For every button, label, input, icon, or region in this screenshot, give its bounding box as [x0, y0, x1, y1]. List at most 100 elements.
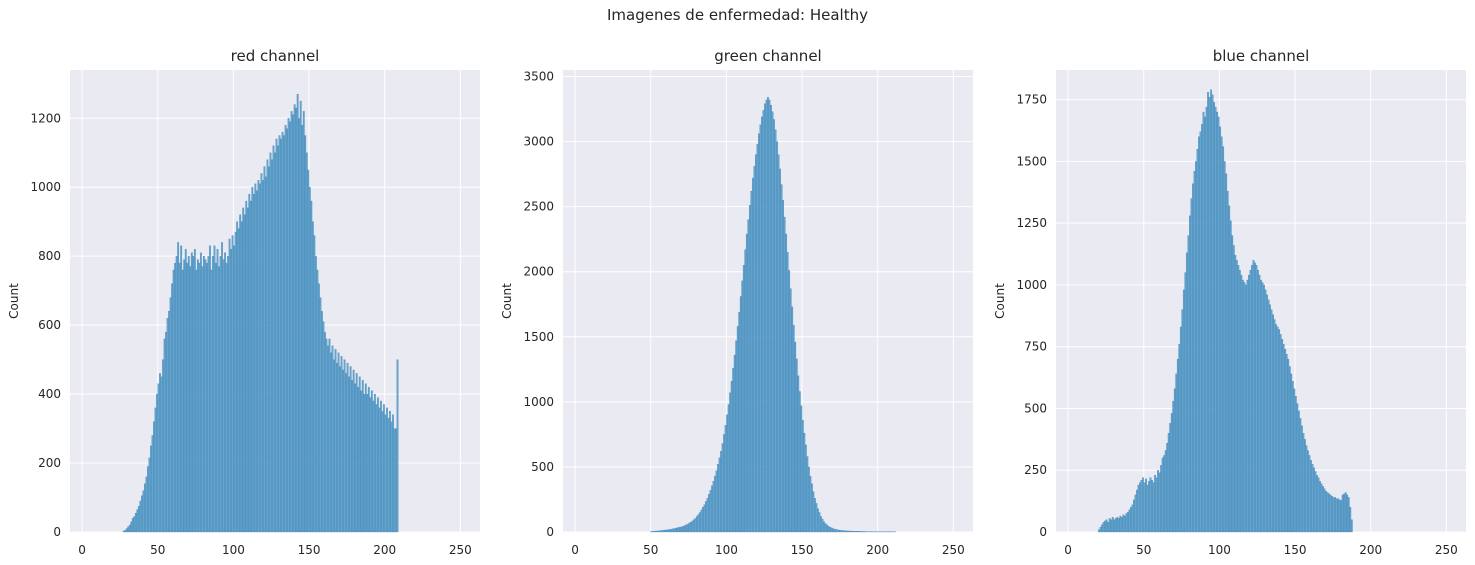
y-axis-label: Count — [500, 283, 514, 319]
histogram-bar — [1282, 344, 1285, 533]
histogram-bar — [679, 526, 682, 533]
histogram-bar — [1316, 475, 1318, 533]
histogram-bar — [847, 530, 850, 533]
histogram-bar — [308, 187, 311, 533]
histogram-bar — [260, 173, 263, 533]
histogram-bar — [848, 530, 851, 533]
histogram-bar — [346, 362, 349, 533]
histogram-bar — [1266, 294, 1268, 533]
histogram-bar — [671, 528, 674, 533]
histogram-bar — [835, 529, 837, 533]
histogram-bar — [806, 456, 809, 533]
histogram-bar — [381, 411, 384, 533]
histogram-bar — [1108, 518, 1111, 533]
x-tick-label: 250 — [942, 543, 965, 557]
histogram-bar — [721, 443, 724, 533]
histogram-bar — [1344, 492, 1347, 533]
histogram-bar — [304, 135, 307, 533]
histogram-bar — [1238, 269, 1241, 533]
histogram-bar — [745, 233, 748, 533]
histogram-bar — [198, 262, 201, 533]
histogram-bar — [142, 490, 145, 533]
histogram-bar — [655, 530, 657, 533]
histogram-bar — [771, 111, 774, 533]
histogram-bar — [1279, 334, 1282, 533]
histogram-bar — [711, 485, 713, 533]
histogram-bar — [1255, 265, 1258, 533]
y-tick-label: 0 — [53, 525, 61, 539]
histogram-bar — [263, 166, 266, 533]
histogram-bar — [131, 518, 134, 533]
histogram-bar — [1202, 111, 1205, 533]
histogram-bar — [352, 369, 355, 533]
histogram-bar — [160, 376, 163, 533]
y-tick-label: 1000 — [523, 395, 554, 409]
x-tick-label: 150 — [791, 543, 814, 557]
histogram-bar — [355, 373, 358, 533]
histogram-bar — [857, 531, 860, 533]
histogram-bar — [1158, 472, 1161, 533]
histogram-bar — [1343, 493, 1346, 533]
histogram-bar — [720, 451, 722, 533]
histogram-bar — [378, 407, 381, 533]
histogram-bar — [280, 138, 282, 533]
histogram-bar — [697, 514, 700, 533]
histogram-bar — [1232, 245, 1235, 533]
histogram-bar — [1347, 497, 1350, 533]
histogram-bar — [133, 516, 136, 533]
histogram-bar — [700, 509, 703, 533]
histogram-bar — [774, 129, 777, 533]
histogram-bar — [1290, 373, 1293, 533]
histogram-bar — [1328, 493, 1330, 533]
histogram-bar — [140, 495, 143, 533]
histogram-bar — [1152, 482, 1155, 533]
histogram-bar — [729, 392, 732, 533]
histogram-bar — [1310, 460, 1312, 533]
histogram-bar — [702, 507, 704, 533]
histogram-bar — [207, 256, 210, 533]
histogram-bar — [1190, 198, 1193, 533]
histogram-bar — [668, 529, 671, 533]
histogram-bar — [1275, 324, 1278, 533]
histogram-bar — [788, 270, 791, 533]
histogram-bar — [313, 235, 316, 533]
histogram-bar — [717, 464, 719, 533]
histogram-bar — [1346, 494, 1349, 533]
histogram-bar — [804, 444, 807, 533]
histogram-bar — [302, 111, 305, 533]
histogram-bar — [1216, 111, 1219, 533]
histogram-bar — [339, 366, 341, 533]
histogram-bar — [650, 531, 653, 533]
histogram-bar — [187, 256, 190, 533]
histogram-bar — [1257, 269, 1259, 533]
histogram-bar — [1338, 499, 1341, 533]
histogram-bar — [797, 375, 800, 533]
y-tick-label: 2500 — [523, 200, 554, 214]
histogram-bar — [1244, 284, 1247, 533]
histogram-bar — [1160, 465, 1163, 533]
y-tick-label: 600 — [38, 318, 61, 332]
histogram-bar — [281, 131, 284, 533]
histogram-bar — [826, 524, 828, 533]
histogram-bar — [1322, 486, 1324, 533]
histogram-bar — [396, 359, 399, 533]
histogram-bar — [662, 530, 665, 533]
histogram-bar — [767, 97, 769, 533]
histogram-bar — [1133, 499, 1135, 533]
histogram-bar — [216, 249, 219, 533]
histogram-bar — [741, 280, 744, 533]
y-tick-label: 400 — [38, 387, 61, 401]
histogram-bar — [820, 516, 822, 533]
histogram-bar — [166, 318, 169, 533]
histogram-bar — [685, 524, 688, 533]
histogram-bar — [696, 516, 698, 533]
y-tick-label: 500 — [531, 460, 554, 474]
x-tick-label: 150 — [298, 543, 321, 557]
histogram-bar — [1164, 450, 1167, 533]
histogram-bar — [1254, 262, 1256, 533]
histogram-bar — [367, 387, 370, 533]
histogram-bar — [1175, 373, 1178, 533]
histogram-bar — [1134, 494, 1137, 533]
histogram-bar — [127, 526, 130, 533]
histogram-bar — [237, 228, 240, 533]
